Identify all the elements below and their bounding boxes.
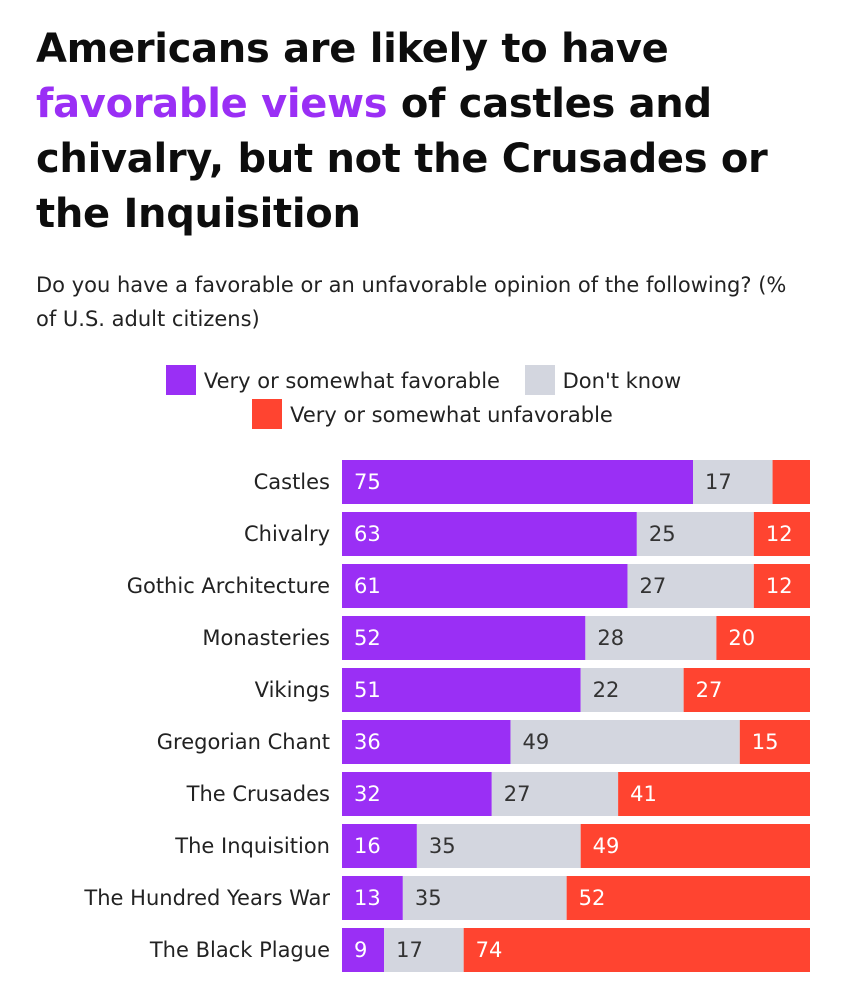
bar-gothic-architecture-favorable	[342, 564, 628, 608]
value-label-the-hundred-years-war-dont-know: 35	[415, 886, 442, 910]
value-label-castles-favorable: 75	[354, 470, 381, 494]
value-label-chivalry-unfavorable: 12	[766, 522, 793, 546]
bar-monasteries-dont-know	[585, 616, 717, 660]
legend-label-dont-know: Don't know	[562, 369, 682, 393]
category-label-the-black-plague: The Black Plague	[149, 938, 330, 962]
value-label-monasteries-dont-know: 28	[597, 626, 624, 650]
title-part-1: Americans are likely to have	[36, 26, 669, 72]
chart-subtitle: Do you have a favorable or an unfavorabl…	[36, 273, 787, 331]
legend-swatch-dont-know	[524, 365, 555, 395]
bar-the-crusades-favorable	[342, 772, 492, 816]
stacked-bar-chart: Castles 75 17 Chivalry 63 25 12 Gothic Architec…	[83, 460, 810, 972]
chart-title: Americans are likely to have favorable v…	[36, 22, 826, 242]
bar-castles-dont-know	[693, 460, 773, 504]
title-part-2: of castles and chivalry, but not the Cru…	[36, 81, 768, 237]
bar-the-crusades-unfavorable	[618, 772, 810, 816]
value-label-the-crusades-unfavorable: 41	[630, 782, 657, 806]
legend: Very or somewhat favorable Don't know Ve…	[36, 364, 811, 432]
category-label-the-crusades: The Crusades	[186, 782, 330, 806]
bar-gothic-architecture-dont-know	[627, 564, 754, 608]
category-label-vikings: Vikings	[255, 678, 330, 702]
value-label-vikings-dont-know: 22	[593, 678, 620, 702]
bar-the-hundred-years-war-unfavorable	[566, 876, 810, 920]
legend-item-unfavorable: Very or somewhat unfavorable	[252, 399, 613, 429]
bar-the-hundred-years-war-dont-know	[402, 876, 567, 920]
category-label-the-inquisition: The Inquisition	[174, 834, 330, 858]
value-label-castles-dont-know: 17	[705, 470, 732, 494]
legend-swatch-favorable	[165, 365, 196, 395]
category-label-castles: Castles	[254, 470, 330, 494]
bar-the-black-plague-unfavorable	[463, 928, 810, 972]
legend-swatch-unfavorable	[252, 399, 283, 429]
legend-item-favorable: Very or somewhat favorable	[165, 365, 500, 395]
value-label-chivalry-favorable: 63	[354, 522, 381, 546]
bar-vikings-dont-know	[580, 668, 684, 712]
bar-gregorian-chant-favorable	[342, 720, 511, 764]
value-label-the-crusades-dont-know: 27	[504, 782, 531, 806]
value-label-the-black-plague-favorable: 9	[354, 938, 367, 962]
bar-the-black-plague-dont-know	[384, 928, 464, 972]
category-label-gothic-architecture: Gothic Architecture	[127, 574, 330, 598]
value-label-chivalry-dont-know: 25	[649, 522, 676, 546]
bar-chivalry-favorable	[342, 512, 637, 556]
value-label-vikings-favorable: 51	[354, 678, 381, 702]
legend-label-unfavorable: Very or somewhat unfavorable	[290, 403, 613, 427]
value-label-the-hundred-years-war-favorable: 13	[354, 886, 381, 910]
value-label-the-inquisition-dont-know: 35	[429, 834, 456, 858]
value-label-the-inquisition-favorable: 16	[354, 834, 381, 858]
title-highlight: favorable views	[36, 81, 388, 127]
legend-label-favorable: Very or somewhat favorable	[203, 369, 500, 393]
value-label-monasteries-favorable: 52	[354, 626, 381, 650]
bar-chivalry-dont-know	[636, 512, 754, 556]
value-label-the-inquisition-unfavorable: 49	[593, 834, 620, 858]
bar-monasteries-favorable	[342, 616, 586, 660]
category-label-the-hundred-years-war: The Hundred Years War	[83, 886, 330, 910]
value-label-the-black-plague-unfavorable: 74	[476, 938, 503, 962]
bar-the-black-plague-favorable	[342, 928, 385, 972]
value-label-the-black-plague-dont-know: 17	[396, 938, 423, 962]
bar-the-crusades-dont-know	[491, 772, 619, 816]
bar-castles-favorable	[342, 460, 693, 504]
value-label-the-crusades-favorable: 32	[354, 782, 381, 806]
category-label-chivalry: Chivalry	[244, 522, 330, 546]
value-label-gothic-architecture-favorable: 61	[354, 574, 381, 598]
bar-the-hundred-years-war-favorable	[342, 876, 403, 920]
bar-castles-unfavorable	[772, 460, 810, 504]
value-label-vikings-unfavorable: 27	[696, 678, 723, 702]
bar-vikings-unfavorable	[683, 668, 810, 712]
bar-gregorian-chant-dont-know	[510, 720, 740, 764]
value-label-gregorian-chant-favorable: 36	[354, 730, 381, 754]
value-label-gothic-architecture-dont-know: 27	[639, 574, 666, 598]
category-label-monasteries: Monasteries	[202, 626, 330, 650]
bar-chivalry-unfavorable	[753, 512, 810, 556]
bar-gregorian-chant-unfavorable	[739, 720, 810, 764]
value-label-the-hundred-years-war-unfavorable: 52	[579, 886, 606, 910]
legend-item-dont-know: Don't know	[524, 365, 682, 395]
value-label-gothic-architecture-unfavorable: 12	[766, 574, 793, 598]
value-label-gregorian-chant-unfavorable: 15	[752, 730, 779, 754]
bar-vikings-favorable	[342, 668, 581, 712]
bar-the-inquisition-dont-know	[416, 824, 581, 868]
value-label-monasteries-unfavorable: 20	[728, 626, 755, 650]
bar-the-inquisition-unfavorable	[580, 824, 810, 868]
bar-the-inquisition-favorable	[342, 824, 417, 868]
value-label-gregorian-chant-dont-know: 49	[522, 730, 549, 754]
bar-gothic-architecture-unfavorable	[753, 564, 810, 608]
bar-monasteries-unfavorable	[716, 616, 810, 660]
category-label-gregorian-chant: Gregorian Chant	[157, 730, 330, 754]
